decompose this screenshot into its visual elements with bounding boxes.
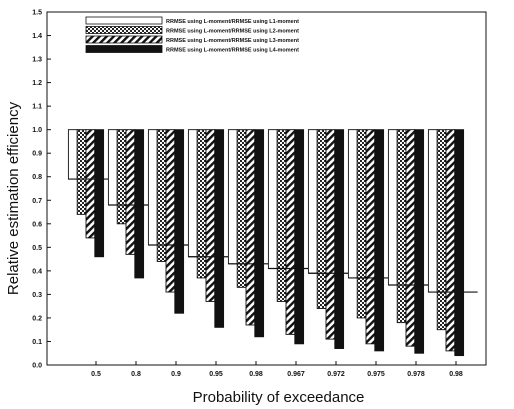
bar-dots <box>396 129 407 324</box>
y-tick-label: 0.9 <box>32 151 42 158</box>
bar-black <box>254 129 265 338</box>
y-tick-label: 0.2 <box>32 315 42 322</box>
bar-white <box>147 129 158 246</box>
bar-white <box>187 129 198 258</box>
bar-dots <box>356 129 367 319</box>
bars-layer <box>67 129 478 357</box>
x-tick-label: 0.967 <box>287 371 305 378</box>
y-tick-label: 1.0 <box>32 127 42 134</box>
legend: RRMSE using L-moment/RRMSE using L1-mome… <box>85 16 299 54</box>
bar-black <box>94 129 105 258</box>
y-tick-label: 0.0 <box>32 363 42 370</box>
x-tick-label: 0.5 <box>91 371 101 378</box>
bar-hatch <box>285 129 296 335</box>
plot-frame <box>46 11 487 366</box>
bar-hatch <box>445 129 456 352</box>
x-tick-label: 0.8 <box>131 371 141 378</box>
x-tick-label: 0.95 <box>209 371 223 378</box>
legend-entry: RRMSE using L-moment/RRMSE using L3-mome… <box>166 38 299 44</box>
bar-hatch <box>165 129 176 293</box>
bar-white <box>67 129 78 180</box>
bar-white <box>107 129 118 206</box>
bar-dots <box>316 129 327 309</box>
y-axis-title: Relative estimation efficiency <box>5 101 22 295</box>
y-tick-label: 0.5 <box>32 245 42 252</box>
bar-white <box>227 129 238 265</box>
legend-entry: RRMSE using L-moment/RRMSE using L1-mome… <box>166 19 299 25</box>
bar-black <box>214 129 225 328</box>
x-tick-label: 0.978 <box>407 371 425 378</box>
bar-white <box>387 129 398 286</box>
axes-layer: 0.0 0.1 0.2 0.3 0.4 0.5 0.6 0.7 0.8 0.9 1.0 1.1 1.2 1… <box>32 10 487 378</box>
y-tick-label: 0.4 <box>32 268 42 275</box>
bar-hatch <box>205 129 216 302</box>
bar-black <box>134 129 145 279</box>
y-tick-label: 1.1 <box>32 104 42 111</box>
bar-hatch <box>85 129 96 239</box>
x-tick-label: 0.9 <box>171 371 181 378</box>
bar-hatch <box>245 129 256 326</box>
bar-white <box>347 129 358 279</box>
y-tick-label: 1.4 <box>32 33 42 40</box>
bar-dots <box>196 129 207 279</box>
legend-entry: RRMSE using L-moment/RRMSE using L4-mome… <box>166 48 299 54</box>
x-tick-label: 0.972 <box>327 371 345 378</box>
bar-black <box>294 129 305 345</box>
legend-swatch-black <box>85 45 163 53</box>
legend-swatch-hatch <box>85 35 163 44</box>
bar-black <box>454 129 465 357</box>
bar-hatch <box>325 129 336 340</box>
bar-hatch <box>365 129 376 345</box>
y-tick-label: 0.8 <box>32 174 42 181</box>
bar-dots <box>156 129 167 262</box>
legend-swatch-white <box>85 16 163 25</box>
x-tick-label: 0.975 <box>367 371 385 378</box>
x-tick-label: 0.98 <box>249 371 263 378</box>
y-tick-label: 0.3 <box>32 292 42 299</box>
y-tick-label: 1.3 <box>32 57 42 64</box>
y-tick-label: 1.2 <box>32 80 42 87</box>
bar-white <box>267 129 278 269</box>
legend-entry: RRMSE using L-moment/RRMSE using L2-mome… <box>166 29 299 35</box>
bar-dots <box>76 129 87 215</box>
bar-black <box>414 129 425 354</box>
legend-swatch-dots <box>85 26 163 34</box>
bar-white <box>427 129 438 293</box>
y-tick-label: 1.5 <box>32 10 42 17</box>
bar-dots <box>276 129 287 302</box>
y-tick-label: 0.6 <box>32 221 42 228</box>
y-tick-label: 0.7 <box>32 198 42 205</box>
x-axis-title: Probability of exceedance <box>193 389 365 406</box>
bar-white <box>307 129 318 274</box>
bar-black <box>174 129 185 314</box>
bar-black <box>334 129 345 349</box>
bar-hatch <box>405 129 416 347</box>
bar-black <box>374 129 385 352</box>
bar-hatch <box>125 129 136 255</box>
bar-dots <box>116 129 127 225</box>
y-tick-label: 0.1 <box>32 339 42 346</box>
bar-dots <box>436 129 447 331</box>
x-tick-label: 0.98 <box>449 371 463 378</box>
